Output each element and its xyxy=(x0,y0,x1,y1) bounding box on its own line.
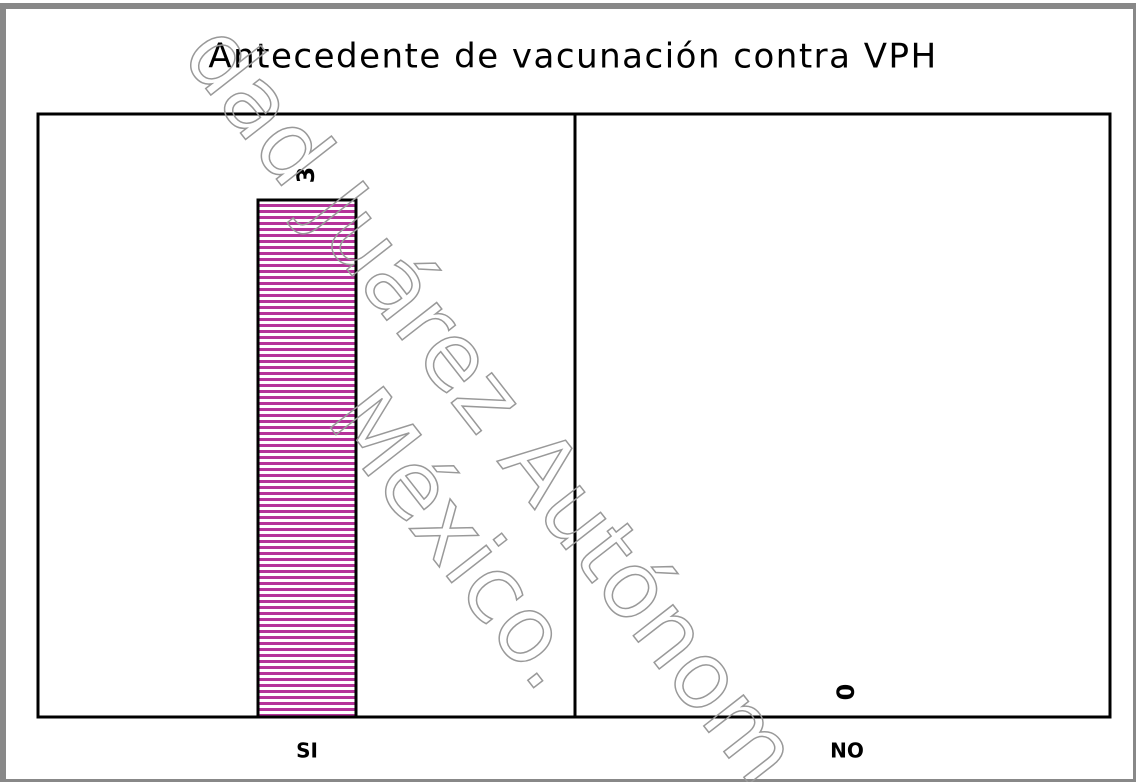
data-label: 3 xyxy=(292,167,320,184)
data-label: 0 xyxy=(832,684,860,701)
chart-title: Antecedente de vacunación contra VPH xyxy=(208,37,937,77)
x-tick-label: SI xyxy=(296,739,318,763)
bar xyxy=(256,198,358,719)
x-tick-label: NO xyxy=(830,739,864,763)
frame xyxy=(0,3,1136,782)
